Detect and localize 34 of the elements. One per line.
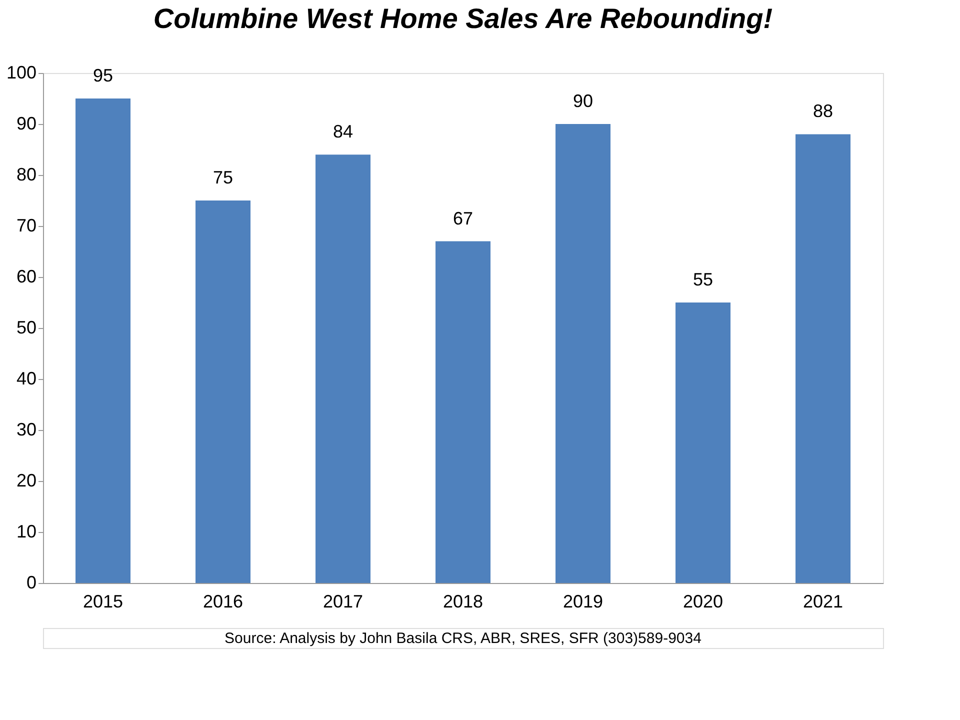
y-tick-label: 90 [16, 114, 36, 134]
y-tick-label: 10 [16, 522, 36, 542]
y-tick-label: 30 [16, 420, 36, 440]
bar [556, 124, 610, 583]
y-tick-label: 70 [16, 216, 36, 236]
x-tick-label: 2020 [682, 592, 724, 612]
y-tick-label: 60 [16, 266, 36, 286]
y-tick-label: 50 [16, 318, 36, 338]
y-tick-label: 0 [26, 572, 36, 592]
x-tick-label: 2017 [322, 592, 364, 612]
x-tick-label: 2021 [802, 592, 844, 612]
source-note: Source: Analysis by John Basila CRS, ABR, SRES, SFR (303)589-9034 [224, 630, 702, 647]
y-tick-label: 40 [16, 368, 36, 388]
data-label: 67 [452, 208, 474, 228]
bar [796, 134, 850, 583]
bar [196, 200, 250, 583]
y-tick-label: 20 [16, 470, 36, 490]
data-label: 75 [212, 168, 234, 188]
data-label: 95 [92, 66, 114, 86]
x-tick-label: 2015 [82, 592, 124, 612]
x-tick-label: 2018 [442, 592, 484, 612]
bar [76, 98, 130, 583]
x-tick-label: 2016 [202, 592, 244, 612]
y-tick-label: 80 [16, 164, 36, 184]
data-label: 84 [332, 122, 354, 142]
chart-title: Columbine West Home Sales Are Rebounding! [153, 3, 773, 34]
y-tick-label: 100 [6, 62, 36, 82]
data-label: 90 [572, 91, 594, 111]
data-label: 55 [692, 270, 714, 290]
bar [316, 154, 370, 583]
x-tick-label: 2019 [562, 592, 604, 612]
bar [676, 302, 730, 583]
bar [436, 241, 490, 583]
data-label: 88 [812, 101, 834, 122]
